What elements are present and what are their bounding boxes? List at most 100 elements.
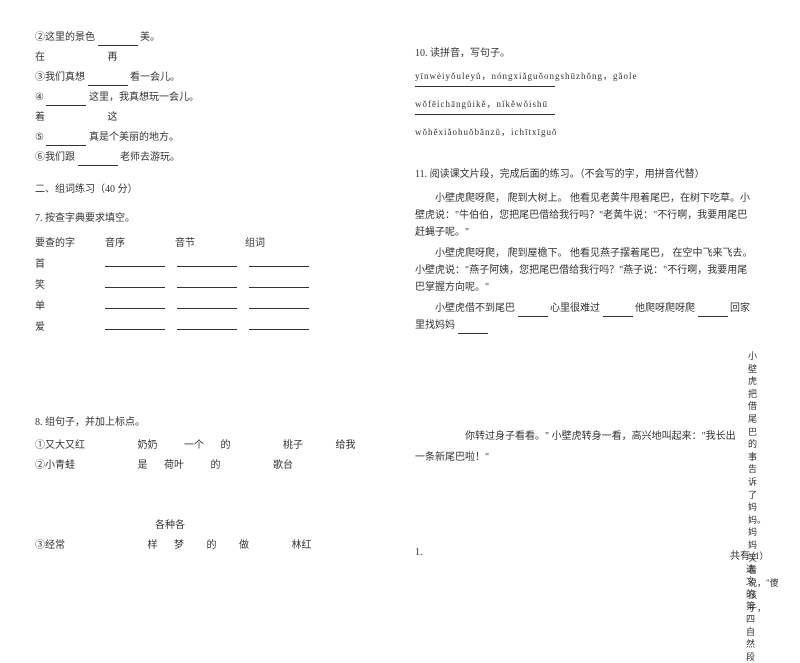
- blank: [249, 297, 309, 309]
- option: 再: [108, 52, 118, 63]
- blank: [249, 276, 309, 288]
- word: 做: [239, 540, 249, 551]
- blank: [46, 134, 86, 146]
- word: 歌台: [273, 460, 293, 471]
- table-row: 笑: [35, 276, 385, 291]
- blank: [458, 322, 488, 334]
- item-4-options: 着 这: [35, 110, 385, 126]
- word: ②小青蛙: [35, 460, 75, 471]
- blank: [78, 154, 118, 166]
- text: 真是个美丽的地方。: [89, 132, 179, 143]
- word: 是: [138, 460, 148, 471]
- option: 这: [108, 112, 118, 123]
- text: ④: [35, 92, 44, 103]
- text: 一条新尾巴啦！": [415, 452, 489, 463]
- sentence-2-words: ②小青蛙 是 荷叶 的 歌台: [35, 458, 385, 474]
- text: ⑤: [35, 132, 44, 143]
- text: 共有: [730, 547, 750, 562]
- blank: [46, 94, 86, 106]
- sentence-3-words: ③经常 样 梦 的 做 林红: [35, 538, 385, 554]
- passage-p4a: 你转过身子看看。" 小壁虎转身一看，高兴地叫起来："我长出: [415, 428, 765, 445]
- char: 爱: [35, 318, 105, 333]
- table-row: 首: [35, 255, 385, 270]
- question-8: 8. 组句子，并加上标点。: [35, 413, 385, 428]
- word: 样: [148, 540, 158, 551]
- table-row: 爱: [35, 318, 385, 333]
- option: 着: [35, 112, 45, 123]
- blank: [88, 74, 128, 86]
- option: 在: [35, 52, 45, 63]
- text: 他爬呀爬呀爬: [635, 303, 695, 314]
- item-3: ③我们真想 看一会儿。: [35, 70, 385, 86]
- blank: [177, 297, 237, 309]
- item-2-options: 在 再: [35, 50, 385, 66]
- blank: [603, 305, 633, 317]
- blank: [98, 34, 138, 46]
- text: 看一会儿。: [130, 72, 180, 83]
- blank: [518, 305, 548, 317]
- text: ②这里的景色: [35, 32, 95, 43]
- blank: [105, 318, 165, 330]
- text: ⑥我们跟: [35, 152, 75, 163]
- pinyin-line-3: wǒhěxiǎohuǒbǎnzǔ，ichītxīguǒ: [415, 125, 765, 138]
- char: 单: [35, 297, 105, 312]
- text: 这里，我真想玩一会儿。: [89, 92, 199, 103]
- item-2: ②这里的景色 美。: [35, 30, 385, 46]
- word: 的: [221, 440, 231, 451]
- section-2-title: 二、组词练习（40 分）: [35, 180, 385, 195]
- char: 笑: [35, 276, 105, 291]
- char: 首: [35, 255, 105, 270]
- word: 一个: [184, 440, 204, 451]
- question-11: 11. 阅读课文片段，完成后面的练习。（不会写的字，用拼音代替）: [415, 165, 765, 180]
- blank: [105, 297, 165, 309]
- word: 给我: [336, 440, 356, 451]
- word: ①又大又红: [35, 440, 85, 451]
- item-6: ⑥我们跟 老师去游玩。: [35, 150, 385, 166]
- text: 心里很难过: [550, 303, 600, 314]
- blank: [249, 255, 309, 267]
- table-row: 单: [35, 297, 385, 312]
- question-10: 10. 读拼音，写句子。: [415, 44, 765, 59]
- blank: [177, 255, 237, 267]
- passage-p1: 小壁虎爬呀爬， 爬到大树上。 他看见老黄牛甩着尾巴，在树下吃草。小壁虎说："牛伯…: [415, 190, 765, 241]
- blank: [105, 276, 165, 288]
- word: 荷叶: [164, 460, 184, 471]
- word: 的: [207, 540, 217, 551]
- question-number: 1.: [415, 547, 423, 562]
- word: 桃子: [283, 440, 303, 451]
- passage-p3: 小壁虎借不到尾巴 心里很难过 他爬呀爬呀爬 回家里找妈妈: [415, 300, 765, 334]
- item-5: ⑤ 真是个美丽的地方。: [35, 130, 385, 146]
- bottom-row: 1. 共有: [415, 547, 750, 562]
- right-column: 10. 读拼音，写句子。 yīnwèiyǒuleyǔ，nóngxiǎguǒong…: [400, 30, 780, 562]
- blank-line: [415, 85, 555, 87]
- word: ③经常: [35, 540, 65, 551]
- sentence-1-words: ①又大又红 奶奶 一个 的 桃子 给我: [35, 438, 385, 454]
- passage-p4b: 一条新尾巴啦！": [415, 449, 765, 466]
- item-4: ④ 这里，我真想玩一会儿。: [35, 90, 385, 106]
- th: 组词: [245, 234, 315, 249]
- sentence-3-top: 各种各: [35, 518, 385, 534]
- left-column: ②这里的景色 美。 在 再 ③我们真想 看一会儿。 ④ 这里，我真想玩一会儿。 …: [20, 30, 400, 562]
- pinyin-line-1: yīnwèiyǒuleyǔ，nóngxiǎguǒongshūzhǒng，gǎol…: [415, 69, 765, 82]
- blank: [105, 255, 165, 267]
- text: 你转过身子看看。" 小壁虎转身一看，高兴地叫起来："我长出: [465, 431, 736, 442]
- word: 的: [211, 460, 221, 471]
- text: 小壁虎借不到尾巴: [435, 303, 515, 314]
- table-header: 要查的字 音序 音节 组词: [35, 234, 385, 249]
- blank: [177, 318, 237, 330]
- passage-p2: 小壁虎爬呀爬， 爬到屋檐下。 他看见燕子摆着尾巴， 在空中飞来飞去。小壁虎说："…: [415, 245, 765, 296]
- blank: [249, 318, 309, 330]
- pinyin-line-2: wǒfēichāngǔikě，nǐkěwǒishū: [415, 97, 765, 110]
- text: 老师去游玩。: [120, 152, 180, 163]
- th: 音序: [105, 234, 175, 249]
- word: 梦: [174, 540, 184, 551]
- text: ③我们真想: [35, 72, 85, 83]
- blank: [177, 276, 237, 288]
- question-7: 7. 按查字典要求填空。: [35, 209, 385, 224]
- word: 林红: [292, 540, 312, 551]
- text: 美。: [140, 32, 160, 43]
- blank-line: [415, 113, 555, 115]
- side-text-2: （1）选文的第四自然段: [746, 550, 760, 663]
- th: 音节: [175, 234, 245, 249]
- th: 要查的字: [35, 234, 105, 249]
